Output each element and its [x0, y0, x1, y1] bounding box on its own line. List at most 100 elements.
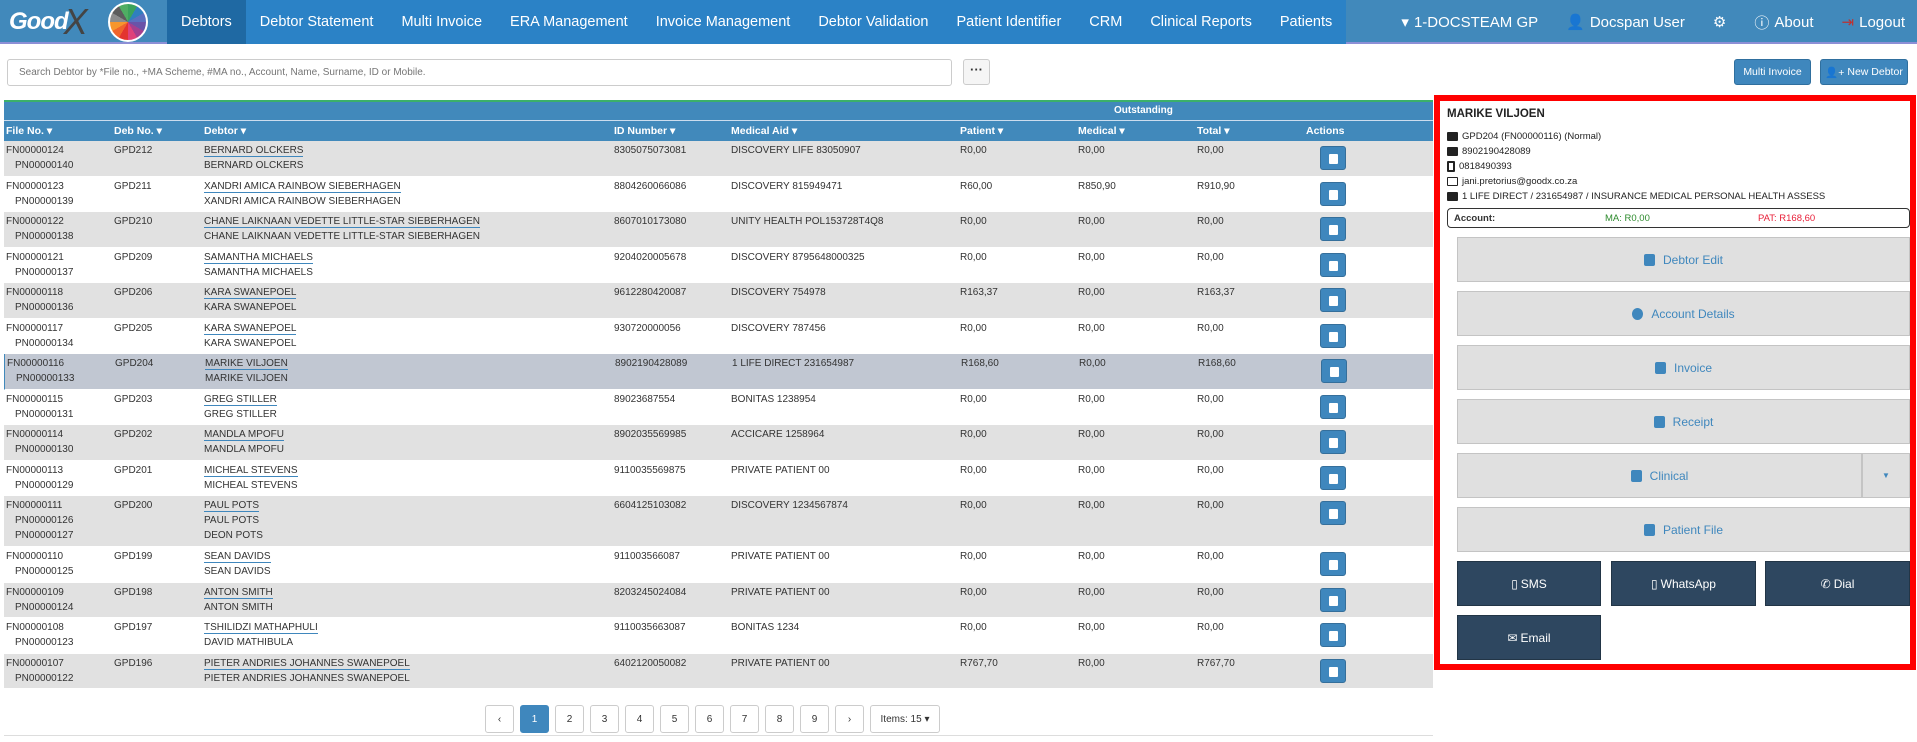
column-header-deb-no[interactable]: Deb No. ▾: [114, 125, 162, 137]
column-header-patient[interactable]: Patient ▾: [960, 125, 1003, 137]
table-row[interactable]: FN00000110 PN00000125 GPD199 SEAN DAVIDS SEA…: [4, 547, 1433, 583]
email-button[interactable]: ✉ Email: [1457, 615, 1601, 660]
sort-chevron-icon[interactable]: ▾: [667, 125, 676, 137]
table-row[interactable]: FN00000124 PN00000140 GPD212 BERNARD OLCKER…: [4, 141, 1433, 177]
user-menu[interactable]: 👤 Docspan User: [1566, 13, 1685, 32]
row-actions-note-button[interactable]: [1320, 146, 1346, 170]
new-debtor-button[interactable]: 👤+ New Debtor: [1820, 59, 1908, 85]
page-5-button[interactable]: 5: [660, 705, 689, 733]
sort-chevron-icon[interactable]: ▾: [237, 125, 247, 137]
column-header-medical[interactable]: Medical ▾: [1078, 125, 1125, 137]
multi-invoice-button[interactable]: Multi Invoice: [1734, 59, 1811, 85]
debtor-name-link[interactable]: MARIKE VILJOEN: [205, 358, 288, 370]
row-actions-note-button[interactable]: [1320, 394, 1346, 419]
sort-chevron-icon[interactable]: ▾: [43, 125, 53, 137]
tab-multi-invoice[interactable]: Multi Invoice: [401, 14, 483, 30]
row-actions-note-button[interactable]: [1320, 217, 1346, 241]
column-header-id-number[interactable]: ID Number ▾: [614, 125, 675, 137]
page-9-button[interactable]: 9: [800, 705, 829, 733]
debtor-name-link[interactable]: SEAN DAVIDS: [204, 551, 271, 563]
page-2-button[interactable]: 2: [555, 705, 584, 733]
table-row[interactable]: FN00000113 PN00000129 GPD201 MICHEAL STEVEN…: [4, 461, 1433, 496]
column-header-file-no[interactable]: File No. ▾: [6, 125, 52, 137]
receipt-button[interactable]: Receipt: [1457, 399, 1910, 444]
practice-dropdown[interactable]: ▾ 1-DOCSTEAM GP: [1401, 13, 1539, 32]
row-actions-note-button[interactable]: [1320, 623, 1346, 647]
table-row[interactable]: FN00000117 PN00000134 GPD205 KARA SWANEPOEL…: [4, 319, 1433, 354]
column-header-total[interactable]: Total ▾: [1197, 125, 1230, 137]
debtor-name-link[interactable]: BERNARD OLCKERS: [204, 145, 304, 157]
whatsapp-button[interactable]: ▯ WhatsApp: [1611, 561, 1756, 606]
debtor-name-link[interactable]: ANTON SMITH: [204, 586, 273, 599]
page-6-button[interactable]: 6: [695, 705, 724, 733]
row-actions-note-button[interactable]: [1320, 288, 1346, 312]
page-4-button[interactable]: 4: [625, 705, 654, 733]
tab-debtors[interactable]: Debtors: [167, 0, 246, 44]
row-actions-note-button[interactable]: [1320, 430, 1346, 454]
row-actions-note-button[interactable]: [1320, 552, 1346, 576]
column-header-medical-aid[interactable]: Medical Aid ▾: [731, 125, 797, 137]
items-per-page-select[interactable]: Items: 15 ▾: [870, 705, 940, 733]
page-7-button[interactable]: 7: [730, 705, 759, 733]
prev-page-button[interactable]: ‹: [485, 705, 514, 733]
page-8-button[interactable]: 8: [765, 705, 794, 733]
table-row[interactable]: FN00000114 PN00000130 GPD202 MANDLA MPOFU MA…: [4, 425, 1433, 461]
goodx-logo[interactable]: Good X: [0, 0, 167, 44]
row-actions-note-button[interactable]: [1320, 181, 1346, 206]
settings-gear-icon[interactable]: ⚙: [1712, 14, 1727, 31]
tab-crm[interactable]: CRM: [1089, 14, 1123, 30]
sms-button[interactable]: ▯ SMS: [1457, 561, 1601, 606]
row-actions-note-button[interactable]: [1320, 465, 1346, 490]
table-row[interactable]: FN00000111 PN00000126 PN00000127 GPD200 PAUL…: [4, 496, 1433, 547]
debtor-name-link[interactable]: GREG STILLER: [204, 393, 277, 406]
debtor-name-link[interactable]: MANDLA MPOFU: [204, 429, 285, 441]
row-actions-note-button[interactable]: [1320, 252, 1346, 277]
tab-clinical-reports[interactable]: Clinical Reports: [1150, 14, 1252, 30]
debtor-name-link[interactable]: MICHEAL STEVENS: [204, 464, 298, 477]
debtor-name-link[interactable]: PIETER ANDRIES JOHANNES SWANEPOEL: [204, 657, 410, 670]
clinical-button[interactable]: Clinical: [1457, 453, 1862, 498]
more-options-button[interactable]: ···: [963, 59, 990, 85]
debtor-name-link[interactable]: SAMANTHA MICHAELS: [204, 251, 313, 264]
sort-chevron-icon[interactable]: ▾: [995, 125, 1004, 137]
debtor-edit-button[interactable]: Debtor Edit: [1457, 237, 1910, 282]
sort-chevron-icon[interactable]: ▾: [1116, 125, 1125, 137]
clinical-dropdown-toggle[interactable]: ▼: [1862, 453, 1910, 498]
tab-invoice-management[interactable]: Invoice Management: [655, 14, 791, 30]
next-page-button[interactable]: ›: [835, 705, 864, 733]
about-link[interactable]: ⓘ About: [1754, 13, 1814, 32]
table-row[interactable]: FN00000116 PN00000133 GPD204 MARIKE VILJOEN…: [4, 354, 1433, 390]
table-row[interactable]: FN00000108 PN00000123 GPD197 TSHILIDZI MATH…: [4, 618, 1433, 654]
debtor-name-link[interactable]: XANDRI AMICA RAINBOW SIEBERHAGEN: [204, 180, 401, 193]
column-header-debtor[interactable]: Debtor ▾: [204, 125, 246, 137]
debtor-name-link[interactable]: PAUL POTS: [204, 500, 260, 512]
sort-chevron-icon[interactable]: ▾: [1221, 125, 1230, 137]
table-row[interactable]: FN00000122 PN00000138 GPD210 CHANE LAIKNAAN…: [4, 212, 1433, 248]
debtor-name-link[interactable]: KARA SWANEPOEL: [204, 322, 297, 335]
debtor-name-link[interactable]: TSHILIDZI MATHAPHULI: [204, 622, 318, 634]
tab-debtor-validation[interactable]: Debtor Validation: [818, 14, 929, 30]
page-3-button[interactable]: 3: [590, 705, 619, 733]
account-details-button[interactable]: Account Details: [1457, 291, 1910, 336]
dial-button[interactable]: ✆ Dial: [1765, 561, 1910, 606]
table-row[interactable]: FN00000109 PN00000124 GPD198 ANTON SMITH ANT…: [4, 582, 1433, 618]
debtor-search-input[interactable]: [7, 59, 952, 86]
tab-patient-identifier[interactable]: Patient Identifier: [956, 14, 1062, 30]
invoice-button[interactable]: Invoice: [1457, 345, 1910, 390]
row-actions-note-button[interactable]: [1320, 587, 1346, 612]
row-actions-note-button[interactable]: [1321, 359, 1347, 383]
page-1-button[interactable]: 1: [520, 705, 549, 733]
row-actions-note-button[interactable]: [1320, 323, 1346, 348]
patient-file-button[interactable]: Patient File: [1457, 507, 1910, 552]
table-row[interactable]: FN00000115 PN00000131 GPD203 GREG STILLER GR…: [4, 390, 1433, 425]
tab-era-management[interactable]: ERA Management: [510, 14, 628, 30]
debtor-name-link[interactable]: KARA SWANEPOEL: [204, 287, 297, 299]
sort-chevron-icon[interactable]: ▾: [153, 125, 162, 137]
table-row[interactable]: FN00000118 PN00000136 GPD206 KARA SWANEPOEL…: [4, 283, 1433, 319]
row-actions-note-button[interactable]: [1320, 501, 1346, 525]
sort-chevron-icon[interactable]: ▾: [788, 125, 798, 137]
table-row[interactable]: FN00000107 PN00000122 GPD196 PIETER ANDRIES…: [4, 653, 1433, 689]
table-row[interactable]: FN00000121 PN00000137 GPD209 SAMANTHA MICHA…: [4, 248, 1433, 283]
row-actions-note-button[interactable]: [1320, 658, 1346, 683]
tab-debtor-statement[interactable]: Debtor Statement: [259, 14, 374, 30]
